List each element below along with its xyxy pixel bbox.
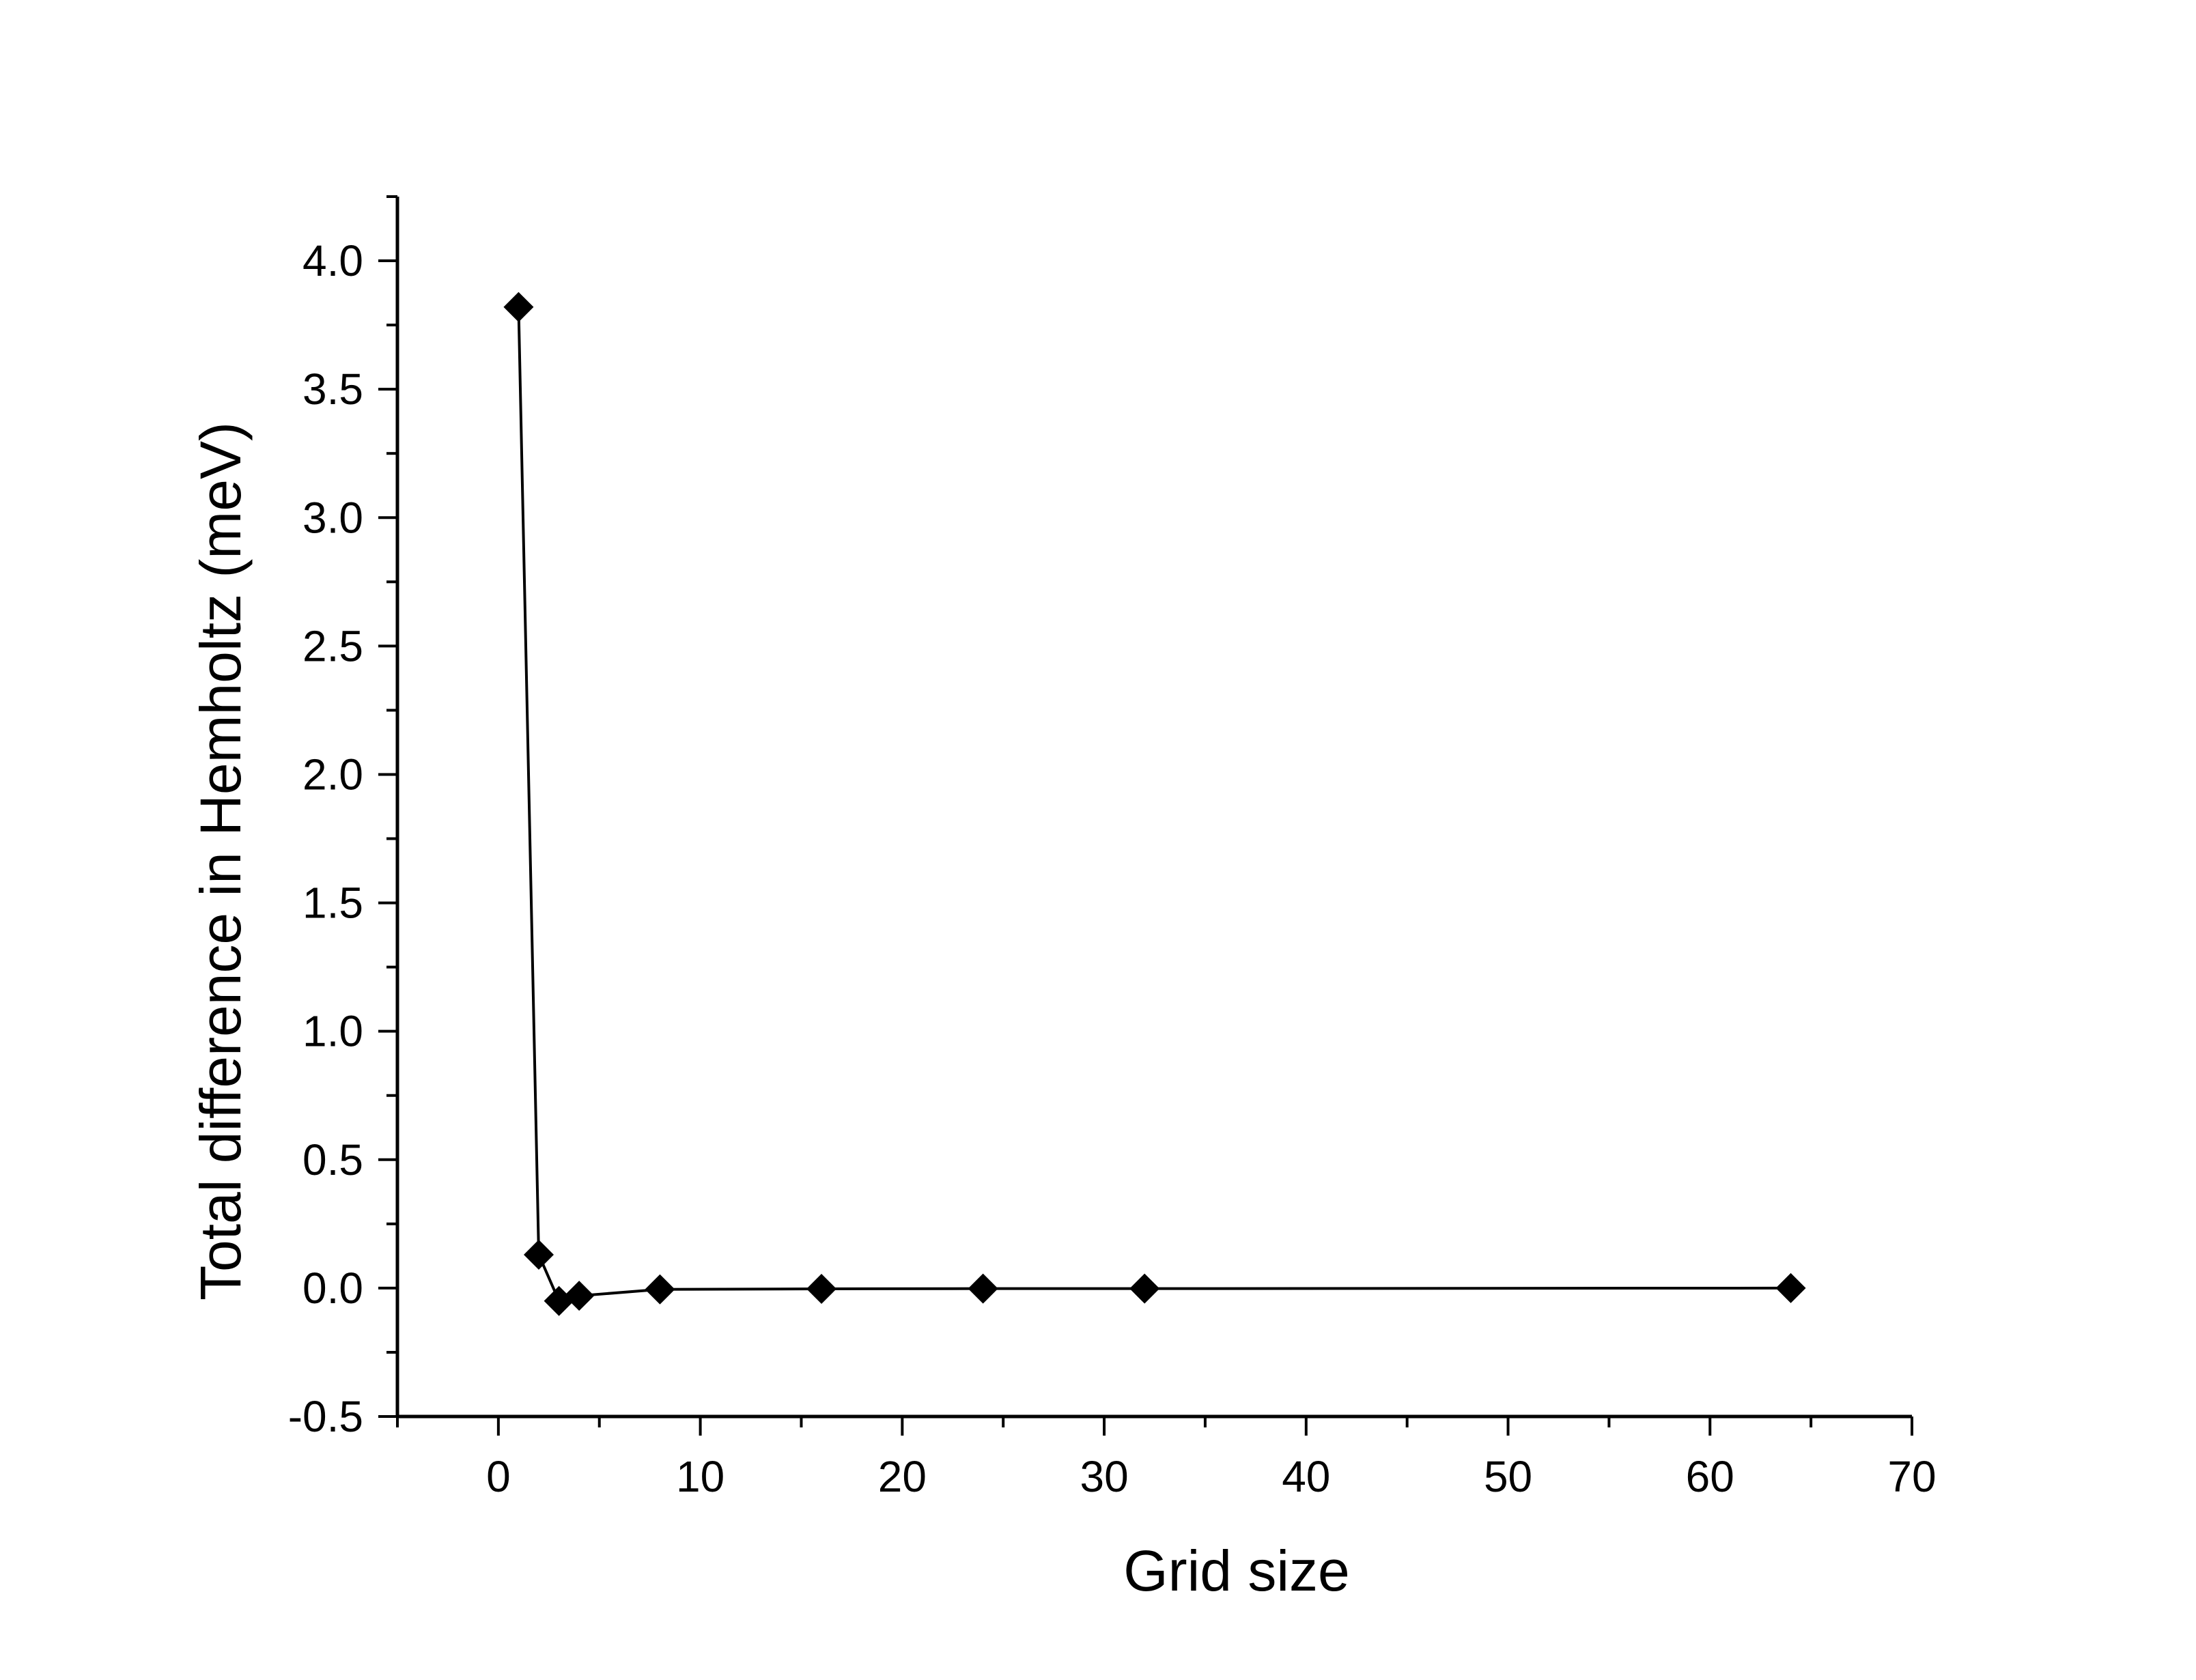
y-axis-ticks: -0.5 0.0 0.5 1.0 1.5 2.0 2.5 3.0 3.5 4.0 bbox=[288, 195, 397, 1441]
y-tick-label: -0.5 bbox=[288, 1392, 363, 1441]
axes bbox=[395, 197, 1912, 1419]
x-tick-label: 0 bbox=[486, 1452, 511, 1501]
x-tick-label: 10 bbox=[676, 1452, 724, 1501]
x-axis-title: Grid size bbox=[1123, 1539, 1349, 1603]
y-tick-label: 1.0 bbox=[302, 1007, 363, 1056]
x-tick-label: 20 bbox=[878, 1452, 927, 1501]
y-tick-label: 3.0 bbox=[302, 493, 363, 542]
y-tick-label: 4.0 bbox=[302, 236, 363, 285]
data-point-marker bbox=[524, 1239, 554, 1270]
data-point-marker bbox=[564, 1281, 595, 1311]
x-tick-label: 70 bbox=[1887, 1452, 1936, 1501]
y-tick-label: 3.5 bbox=[302, 365, 363, 414]
x-tick-label: 40 bbox=[1282, 1452, 1330, 1501]
data-point-marker bbox=[645, 1274, 675, 1305]
y-tick-label: 2.5 bbox=[302, 621, 363, 670]
y-tick-label: 0.5 bbox=[302, 1135, 363, 1184]
x-axis-ticks: 0 10 20 30 40 50 60 70 bbox=[396, 1416, 1937, 1501]
x-tick-label: 60 bbox=[1686, 1452, 1734, 1501]
data-point-marker bbox=[806, 1274, 837, 1305]
y-tick-label: 1.5 bbox=[302, 879, 363, 928]
data-point-marker bbox=[1775, 1272, 1806, 1303]
data-point-marker bbox=[1129, 1273, 1160, 1304]
series-layer bbox=[503, 291, 1806, 1316]
data-point-marker bbox=[968, 1273, 998, 1304]
x-tick-label: 30 bbox=[1080, 1452, 1128, 1501]
data-point-marker bbox=[544, 1285, 574, 1316]
y-tick-label: 0.0 bbox=[302, 1264, 363, 1313]
y-tick-label: 2.0 bbox=[302, 750, 363, 799]
data-point-marker bbox=[503, 291, 534, 322]
x-tick-label: 50 bbox=[1484, 1452, 1532, 1501]
y-axis-title: Total difference in Hemholtz (meV) bbox=[188, 422, 253, 1300]
